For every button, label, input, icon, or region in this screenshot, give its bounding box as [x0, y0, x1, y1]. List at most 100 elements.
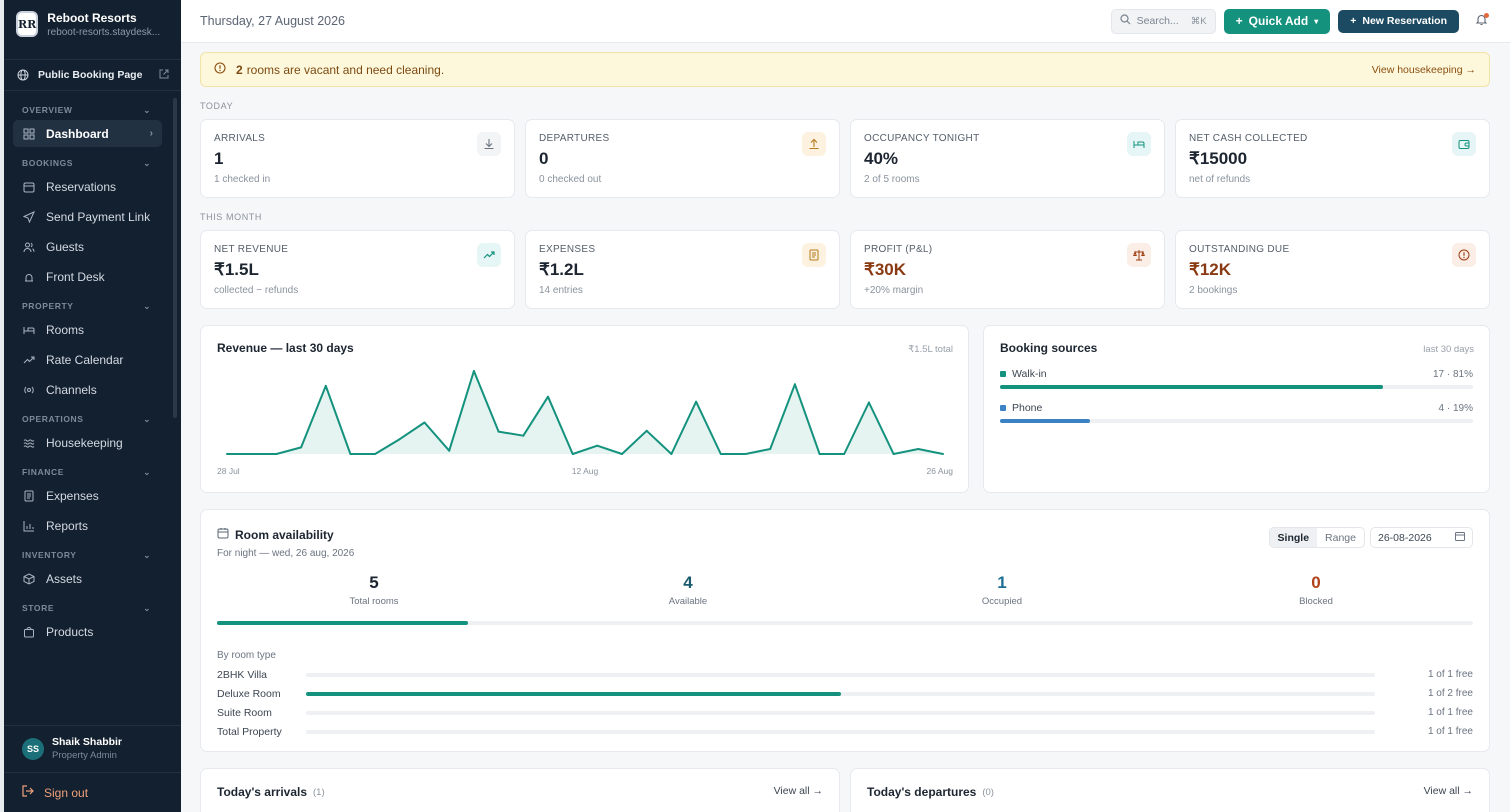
- sign-out-button[interactable]: Sign out: [4, 772, 181, 812]
- booking-sources-card: Booking sources last 30 days Walk-in 17 ·…: [983, 325, 1490, 493]
- sidebar-item-label: Reports: [46, 518, 89, 533]
- room-availability-header: Room availability: [217, 527, 1473, 542]
- new-reservation-button[interactable]: + New Reservation: [1338, 9, 1459, 33]
- alert-text: rooms are vacant and need cleaning.: [246, 62, 445, 77]
- date-picker-input[interactable]: 26-08-2026: [1370, 527, 1473, 548]
- view-housekeeping-link[interactable]: View housekeeping →: [1371, 63, 1476, 76]
- revenue-point-22: [769, 448, 772, 450]
- revenue-point-4: [324, 384, 327, 387]
- public-booking-label: Public Booking Page: [38, 69, 143, 81]
- nav-section-overview[interactable]: OVERVIEW ⌄: [4, 103, 181, 117]
- wallet-icon: [1452, 132, 1476, 156]
- availability-stat-occupied: 1 Occupied: [845, 573, 1159, 607]
- revenue-point-29: [942, 453, 944, 455]
- room-type-name: Deluxe Room: [217, 687, 281, 700]
- box-icon: [22, 572, 36, 586]
- stat-card-outstanding-due[interactable]: OUTSTANDING DUE ₹12K 2 bookings: [1175, 230, 1490, 309]
- stat-card-departures[interactable]: DEPARTURES 0 0 checked out: [525, 119, 840, 198]
- source-name: Phone: [1012, 402, 1043, 414]
- current-date: Thursday, 27 August 2026: [200, 14, 346, 28]
- brand-name: Reboot Resorts: [47, 10, 137, 25]
- alert-icon: [214, 62, 226, 77]
- arrivals-view-all-link[interactable]: View all →: [773, 785, 823, 797]
- sidebar-item-label: Reservations: [46, 179, 117, 194]
- sidebar-item-dashboard[interactable]: Dashboard ›: [13, 120, 162, 147]
- search-input[interactable]: Search... ⌘K: [1110, 8, 1216, 34]
- quick-add-button[interactable]: + Quick Add ▾: [1223, 8, 1331, 34]
- sidebar-nav: OVERVIEW ⌄ Dashboard › BOOKINGS ⌄ Reservations…: [4, 94, 181, 724]
- stat-card-net-revenue[interactable]: NET REVENUE ₹1.5L collected − refunds: [200, 230, 515, 309]
- nav-section-store[interactable]: STORE ⌄: [4, 601, 181, 615]
- sidebar-item-expenses[interactable]: Expenses: [13, 482, 162, 509]
- sidebar-item-rooms[interactable]: Rooms: [13, 316, 162, 343]
- revenue-point-9: [448, 449, 451, 452]
- trend-up-icon: [477, 243, 501, 267]
- stat-card-occupancy-tonight[interactable]: OCCUPANCY TONIGHT 40% 2 of 5 rooms: [850, 119, 1165, 198]
- room-type-free: 1 of 1 free: [1427, 707, 1473, 718]
- nav-section-inventory[interactable]: INVENTORY ⌄: [4, 548, 181, 562]
- sidebar-item-reports[interactable]: Reports: [13, 512, 162, 539]
- availability-number: 1: [997, 573, 1007, 592]
- x-tick-label: 26 Aug: [927, 466, 954, 476]
- revenue-point-0: [226, 453, 228, 455]
- sidebar-scrollbar[interactable]: [173, 98, 177, 418]
- revenue-point-2: [275, 453, 278, 455]
- availability-number: 5: [369, 573, 379, 592]
- source-row-walk-in: Walk-in 17 · 81%: [1000, 368, 1473, 389]
- sidebar-item-guests[interactable]: Guests: [13, 233, 162, 260]
- sidebar-item-reservations[interactable]: Reservations: [13, 173, 162, 200]
- stat-label: PROFIT (P&L): [864, 244, 933, 255]
- chevron-down-icon: ⌄: [143, 549, 151, 560]
- stat-label: NET REVENUE: [214, 244, 289, 255]
- user-role: Property Admin: [52, 750, 117, 761]
- revenue-point-25: [843, 453, 846, 455]
- sidebar-item-housekeeping[interactable]: Housekeeping: [13, 429, 162, 456]
- sidebar-item-products[interactable]: Products: [13, 618, 162, 645]
- sidebar-item-front-desk[interactable]: Front Desk: [13, 263, 162, 290]
- revenue-point-3: [300, 446, 303, 449]
- nav-section-finance[interactable]: FINANCE ⌄: [4, 465, 181, 479]
- stat-value: 0: [539, 149, 549, 168]
- sidebar-item-channels[interactable]: Channels: [13, 376, 162, 403]
- sidebar-item-send-payment-link[interactable]: Send Payment Link: [13, 203, 162, 230]
- sidebar-item-assets[interactable]: Assets: [13, 565, 162, 592]
- public-booking-link[interactable]: Public Booking Page: [4, 59, 181, 91]
- nav-section-bookings[interactable]: BOOKINGS ⌄: [4, 156, 181, 170]
- stat-label: EXPENSES: [539, 244, 596, 255]
- avatar: SS: [22, 737, 44, 760]
- sidebar-item-label: Guests: [46, 239, 85, 254]
- sidebar: RR Reboot Resorts reboot-resorts.staydes…: [0, 0, 181, 812]
- availability-label: Blocked: [1299, 596, 1333, 607]
- room-type-list: 2BHK Villa 1 of 1 free Deluxe Room 1 of 2 f…: [217, 665, 1473, 741]
- source-bar-fill: [1000, 419, 1090, 423]
- user-profile[interactable]: SS Shaik Shabbir Property Admin: [4, 725, 181, 765]
- room-type-free: 1 of 1 free: [1427, 726, 1473, 737]
- notifications-button[interactable]: [1471, 13, 1491, 29]
- revenue-point-5: [349, 453, 352, 455]
- chevron-down-icon: ⌄: [143, 602, 151, 613]
- stat-card-net-cash-collected[interactable]: NET CASH COLLECTED ₹15000 net of refunds: [1175, 119, 1490, 198]
- radio-icon: [22, 383, 36, 397]
- source-bar: [1000, 385, 1473, 389]
- todays-departures-title: Today's departures: [867, 785, 977, 799]
- todays-departures-card: Today's departures (0) View all →: [850, 768, 1490, 812]
- stat-card-expenses[interactable]: EXPENSES ₹1.2L 14 entries: [525, 230, 840, 309]
- x-tick-label: 12 Aug: [572, 466, 599, 476]
- x-tick-label: 28 Jul: [217, 466, 240, 476]
- sidebar-item-rate-calendar[interactable]: Rate Calendar: [13, 346, 162, 373]
- revenue-point-11: [497, 430, 500, 433]
- revenue-title: Revenue — last 30 days: [217, 341, 354, 355]
- departures-view-all-link[interactable]: View all →: [1423, 785, 1473, 797]
- brand[interactable]: RR Reboot Resorts reboot-resorts.staydes…: [4, 0, 181, 46]
- availability-stat-blocked: 0 Blocked: [1159, 573, 1473, 607]
- nav-section-operations[interactable]: OPERATIONS ⌄: [4, 412, 181, 426]
- logout-icon: [22, 785, 34, 800]
- stat-card-profit-p-l[interactable]: PROFIT (P&L) ₹30K +20% margin: [850, 230, 1165, 309]
- revenue-point-18: [670, 453, 673, 455]
- stat-value: ₹12K: [1189, 260, 1232, 279]
- mode-single-button[interactable]: Single: [1269, 528, 1318, 547]
- mode-range-button[interactable]: Range: [1325, 531, 1356, 544]
- stat-card-arrivals[interactable]: ARRIVALS 1 1 checked in: [200, 119, 515, 198]
- availability-bar-fill: [217, 621, 469, 625]
- nav-section-property[interactable]: PROPERTY ⌄: [4, 299, 181, 313]
